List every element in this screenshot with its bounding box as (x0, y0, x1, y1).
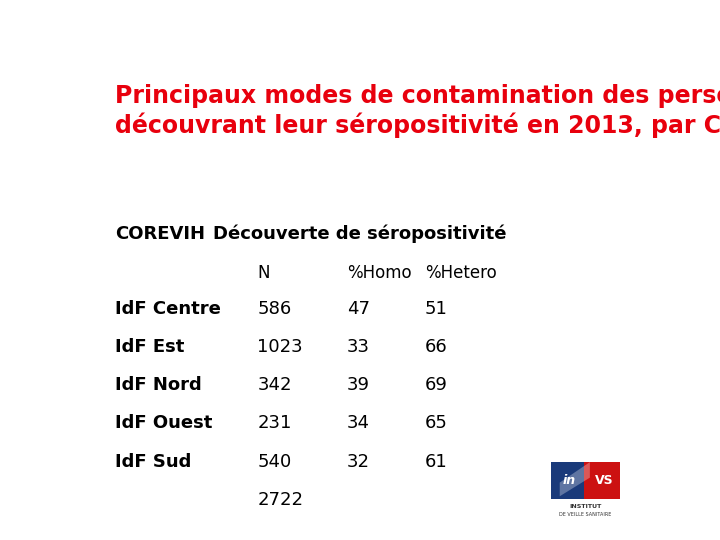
Polygon shape (585, 462, 620, 500)
Text: 231: 231 (258, 415, 292, 433)
Text: 51: 51 (425, 300, 448, 318)
Text: 2722: 2722 (258, 491, 303, 509)
Text: INSTITUT: INSTITUT (570, 504, 601, 509)
Text: 66: 66 (425, 338, 448, 356)
Text: COREVIH: COREVIH (115, 225, 205, 243)
FancyBboxPatch shape (551, 462, 620, 500)
Text: IdF Centre: IdF Centre (115, 300, 221, 318)
Text: Principaux modes de contamination des personnes
découvrant leur séropositivité e: Principaux modes de contamination des pe… (115, 84, 720, 138)
Text: 47: 47 (347, 300, 369, 318)
Text: Découverte de séropositivité: Découverte de séropositivité (213, 225, 506, 244)
Text: IdF Ouest: IdF Ouest (115, 415, 212, 433)
Text: IdF Est: IdF Est (115, 338, 184, 356)
Text: %Homo: %Homo (347, 265, 411, 282)
Text: 1023: 1023 (258, 338, 303, 356)
Text: DE VEILLE SANITAIRE: DE VEILLE SANITAIRE (559, 512, 611, 517)
Text: IdF Sud: IdF Sud (115, 453, 192, 471)
Text: 540: 540 (258, 453, 292, 471)
Text: 586: 586 (258, 300, 292, 318)
Polygon shape (559, 462, 590, 496)
Text: 39: 39 (347, 376, 369, 394)
Text: 69: 69 (425, 376, 448, 394)
Text: IdF Nord: IdF Nord (115, 376, 202, 394)
Text: %Hetero: %Hetero (425, 265, 497, 282)
Text: 34: 34 (347, 415, 369, 433)
Text: 65: 65 (425, 415, 448, 433)
Text: 61: 61 (425, 453, 448, 471)
Text: N: N (258, 265, 270, 282)
Text: 33: 33 (347, 338, 369, 356)
Text: 32: 32 (347, 453, 369, 471)
Text: VS: VS (595, 474, 613, 487)
Text: 342: 342 (258, 376, 292, 394)
Text: in: in (562, 474, 576, 487)
